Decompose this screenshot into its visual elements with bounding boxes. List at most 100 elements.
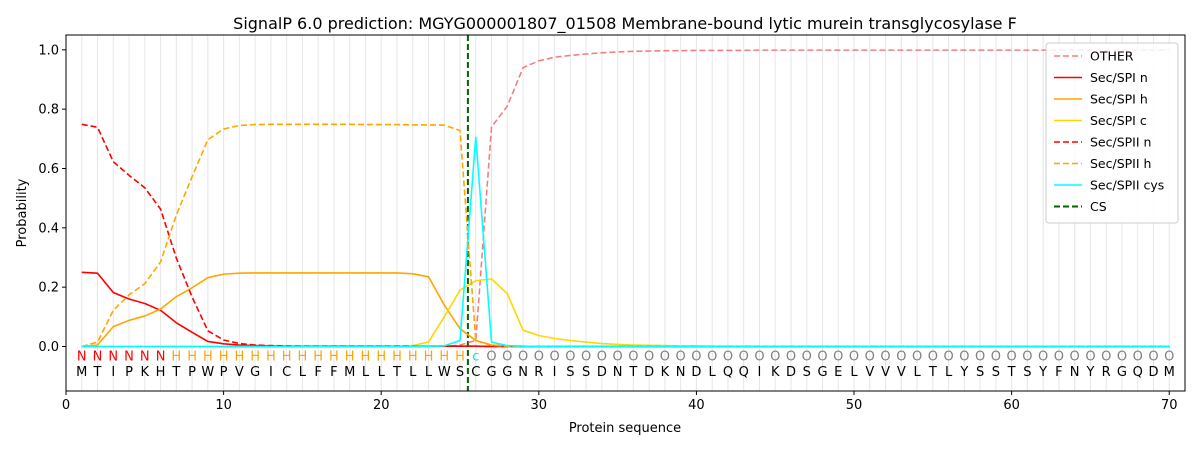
predicted-label: O (1070, 349, 1080, 364)
predicted-label: O (597, 349, 607, 364)
predicted-label: H (439, 349, 449, 364)
sequence-residue: L (378, 365, 386, 380)
legend: OTHER Sec/SPI n Sec/SPI h Sec/SPI c Sec/SPII… (1045, 42, 1179, 224)
predicted-label: H (203, 349, 213, 364)
predicted-label: O (1038, 349, 1048, 364)
sequence-residue: G (817, 365, 827, 380)
sequence-residue: L (299, 365, 307, 380)
sequence-residue: Q (739, 365, 749, 380)
sequence-residue: Q (723, 365, 733, 380)
series-line-sec-spii-n (81, 123, 1170, 348)
legend-label: Sec/SPII n (1090, 135, 1151, 150)
predicted-label: N (124, 349, 134, 364)
sequence-residue: K (141, 365, 150, 380)
sequence-residue: I (111, 365, 115, 380)
sequence-residue: I (758, 365, 762, 380)
y-tick-label: 0.0 (38, 340, 59, 355)
legend-box (1045, 42, 1179, 224)
predicted-label: O (534, 349, 544, 364)
predicted-label: H (282, 349, 292, 364)
y-tick-label: 0.2 (38, 281, 59, 296)
sequence-residue: V (881, 365, 890, 380)
sequence-residue: N (1070, 365, 1080, 380)
y-axis-label: Probability (15, 178, 30, 247)
sequence-residue: D (597, 365, 607, 380)
chart-title: SignalP 6.0 prediction: MGYG000001807_01… (233, 14, 1017, 34)
sequence-residue: T (1007, 365, 1016, 380)
predicted-label: H (219, 349, 229, 364)
predicted-label: O (723, 349, 733, 364)
sequence-residue: Q (1133, 365, 1143, 380)
predicted-label: O (1133, 349, 1143, 364)
sequence-residue: C (282, 365, 291, 380)
predicted-label: O (896, 349, 906, 364)
predicted-label: O (1101, 349, 1111, 364)
grid-layer (81, 35, 1170, 391)
sequence-residue: K (771, 365, 780, 380)
predicted-label: H (298, 349, 308, 364)
predicted-label: H (171, 349, 181, 364)
sequence-residue: F (1055, 365, 1062, 380)
predicted-label: O (1085, 349, 1095, 364)
sequence-residue: M (344, 365, 355, 380)
sequence-residue: V (865, 365, 874, 380)
predicted-label: O (865, 349, 875, 364)
sequence-residue: G (486, 365, 496, 380)
legend-label: OTHER (1090, 49, 1134, 64)
legend-label: Sec/SPI h (1090, 92, 1148, 107)
predicted-label: O (486, 349, 496, 364)
sequence-residue: R (1102, 365, 1111, 380)
predicted-label: N (93, 349, 103, 364)
x-tick-label: 40 (688, 398, 705, 413)
predicted-label: O (1164, 349, 1174, 364)
series-line-sec-spi-n (81, 271, 1170, 348)
predicted-label: H (329, 349, 339, 364)
y-tick-label: 0.6 (38, 162, 59, 177)
legend-label: Sec/SPI n (1090, 70, 1148, 85)
sequence-residue: S (566, 365, 574, 380)
predicted-label: N (77, 349, 87, 364)
x-axis-label: Protein sequence (569, 421, 681, 436)
predicted-label: O (849, 349, 859, 364)
predicted-label: O (833, 349, 843, 364)
sequence-residue: L (850, 365, 858, 380)
x-tick-label: 10 (215, 398, 232, 413)
predicted-label: H (345, 349, 355, 364)
sequence-residue: S (992, 365, 1000, 380)
predicted-label: O (581, 349, 591, 364)
predicted-label: O (518, 349, 528, 364)
sequence-residue: D (644, 365, 654, 380)
predicted-label: H (361, 349, 371, 364)
sequence-residue: Y (1038, 365, 1047, 380)
predicted-label: O (754, 349, 764, 364)
predicted-label: N (156, 349, 166, 364)
sequence-residue: V (235, 365, 244, 380)
series-line-sec-spi-h (81, 272, 1170, 348)
sequence-residue: D (786, 365, 796, 380)
predicted-label: H (376, 349, 386, 364)
sequence-residue: L (945, 365, 953, 380)
sequence-layer: NMNTNINPNKNHHTHPHWHPHVHGHIHCHLHFHFHMHLHL… (76, 349, 1175, 380)
x-tick-label: 70 (1161, 398, 1178, 413)
sequence-residue: G (502, 365, 512, 380)
predicted-label: O (959, 349, 969, 364)
y-tick-label: 0.4 (38, 221, 59, 236)
sequence-residue: C (471, 365, 480, 380)
sequence-residue: T (93, 365, 102, 380)
sequence-residue: N (518, 365, 528, 380)
sequence-residue: I (553, 365, 557, 380)
sequence-residue: L (409, 365, 417, 380)
series-line-sec-spii-cys (81, 136, 1170, 348)
series-line-sec-spii-h (81, 123, 1170, 348)
sequence-residue: M (1164, 365, 1175, 380)
sequence-residue: S (1023, 365, 1031, 380)
predicted-label: O (817, 349, 827, 364)
sequence-residue: K (661, 365, 670, 380)
sequence-residue: V (897, 365, 906, 380)
sequence-residue: S (803, 365, 811, 380)
x-tick-label: 0 (62, 398, 70, 413)
sequence-residue: P (188, 365, 196, 380)
x-tick-label: 50 (846, 398, 863, 413)
legend-label: Sec/SPI c (1090, 113, 1147, 128)
